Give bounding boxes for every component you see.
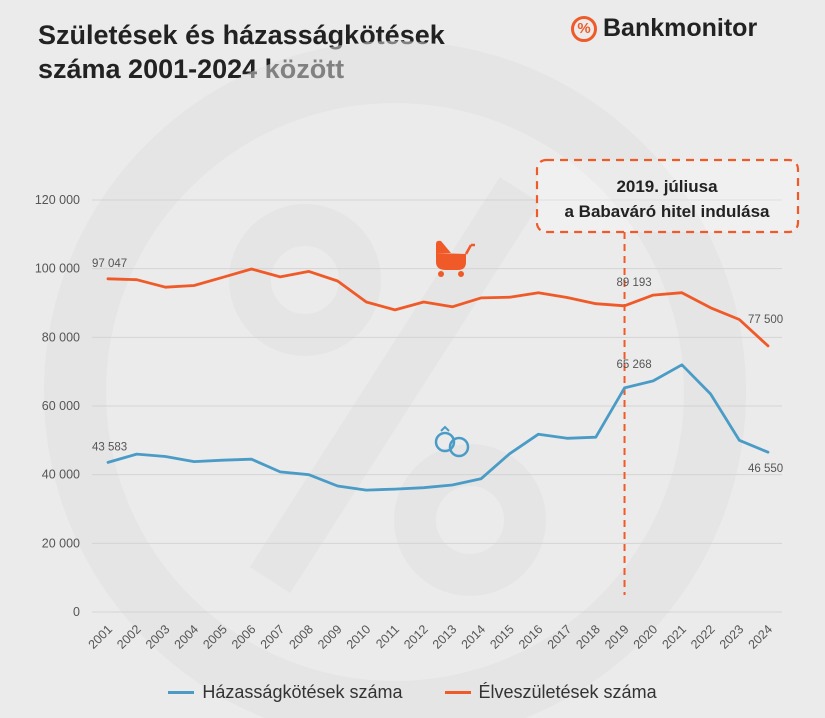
data-labels: 43 583 65 268 46 550 97 047 89 193 77 500 [92,258,783,475]
brand-logo: % Bankmonitor [571,14,757,43]
chart-legend: Házasságkötések száma Élveszületések szá… [0,682,825,703]
y-tick-label: 60 000 [42,399,80,413]
y-tick-label: 20 000 [42,536,80,550]
x-tick-label: 2011 [373,622,402,651]
x-tick-label: 2021 [659,622,689,652]
y-tick-label: 0 [73,605,80,619]
x-tick-label: 2008 [286,622,316,652]
x-tick-label: 2013 [430,622,460,652]
series-line-marriages [106,363,770,492]
data-label: 46 550 [748,463,783,475]
series-line-births [106,267,770,348]
legend-label-births: Élveszületések száma [478,682,657,702]
annotation-line1: 2019. júliusa [616,177,718,196]
annotation-line2: a Babaváró hitel indulása [564,202,770,221]
data-label: 65 268 [617,359,652,371]
x-tick-label: 2010 [344,622,374,652]
x-tick-label: 2022 [688,622,718,652]
y-axis: 0 20 000 40 000 60 000 80 000 100 000 120 000 [35,193,80,619]
legend-item-marriages: Házasságkötések száma [168,682,403,703]
x-tick-label: 2001 [86,622,116,652]
watermark [44,41,746,718]
legend-item-births: Élveszületések száma [444,682,657,703]
data-label: 97 047 [92,258,127,270]
legend-swatch-births [444,691,471,694]
x-tick-label: 2024 [746,622,776,652]
y-tick-label: 40 000 [42,468,80,482]
x-tick-label: 2023 [717,622,747,652]
data-label: 89 193 [617,277,652,289]
brand-name: Bankmonitor [603,14,758,42]
y-tick-label: 120 000 [35,193,80,207]
stroller-icon [436,240,475,277]
data-label: 77 500 [748,314,783,326]
y-tick-label: 100 000 [35,262,80,276]
legend-label-marriages: Házasságkötések száma [202,682,403,702]
x-tick-label: 2012 [401,622,431,652]
annotation-box: 2019. júliusa a Babaváró hitel indulása [535,158,800,234]
chart-grid [92,199,782,613]
x-tick-label: 2015 [487,622,517,652]
chart-series [106,267,770,492]
wedding-rings-icon [434,425,470,458]
data-label: 43 583 [92,441,127,453]
y-tick-label: 80 000 [42,330,80,344]
x-tick-label: 2009 [315,622,345,652]
legend-swatch-marriages [168,691,195,694]
percent-logo-icon: % [571,15,597,42]
x-tick-label: 2007 [258,622,288,652]
x-tick-label: 2014 [459,622,489,652]
